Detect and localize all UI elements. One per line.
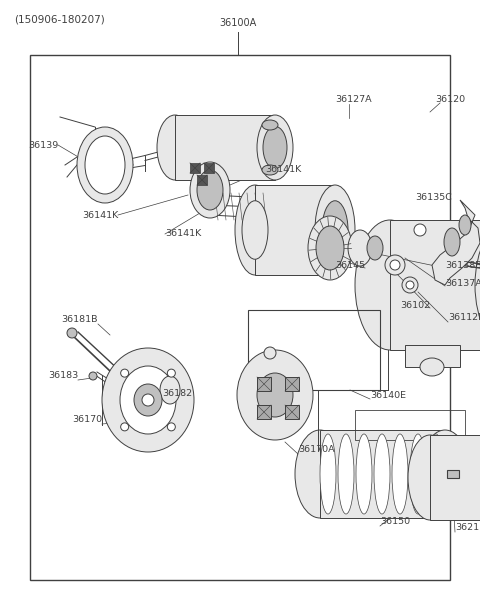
Bar [285, 377, 299, 391]
Bar [257, 405, 271, 419]
Text: 36181B: 36181B [61, 315, 98, 325]
Bar [175, 115, 275, 180]
Circle shape [406, 281, 414, 289]
Text: 36182: 36182 [162, 389, 192, 399]
Ellipse shape [315, 185, 355, 275]
Text: 36211: 36211 [455, 524, 480, 532]
Text: 36127A: 36127A [335, 95, 372, 105]
Ellipse shape [242, 201, 268, 259]
Text: 36135C: 36135C [415, 193, 452, 203]
Ellipse shape [410, 434, 426, 514]
Ellipse shape [459, 215, 471, 235]
Ellipse shape [316, 226, 344, 270]
Ellipse shape [262, 165, 278, 175]
Circle shape [402, 277, 418, 293]
Ellipse shape [320, 434, 336, 514]
Bar [390, 220, 480, 350]
Ellipse shape [475, 220, 480, 350]
Circle shape [120, 369, 129, 377]
Circle shape [264, 347, 276, 359]
Ellipse shape [367, 236, 383, 260]
Ellipse shape [392, 434, 408, 514]
Circle shape [168, 423, 175, 431]
Ellipse shape [420, 430, 470, 518]
Bar [197, 175, 207, 185]
Bar [405, 345, 460, 367]
Bar [355, 410, 465, 440]
Ellipse shape [85, 136, 125, 194]
Ellipse shape [295, 430, 345, 518]
Text: 36170: 36170 [72, 416, 102, 424]
Circle shape [385, 255, 405, 275]
Text: 36100A: 36100A [219, 18, 257, 28]
Text: 36120: 36120 [435, 95, 465, 105]
Ellipse shape [444, 228, 460, 256]
Text: 36138B: 36138B [445, 261, 480, 270]
Bar [204, 163, 214, 173]
Text: 36102: 36102 [400, 301, 430, 309]
Circle shape [168, 369, 175, 377]
Bar [430, 435, 480, 520]
Polygon shape [432, 200, 480, 285]
Ellipse shape [257, 373, 293, 417]
Bar [190, 163, 200, 173]
Ellipse shape [355, 220, 425, 350]
Ellipse shape [374, 434, 390, 514]
Ellipse shape [257, 115, 293, 180]
Ellipse shape [190, 162, 230, 218]
Ellipse shape [356, 434, 372, 514]
Ellipse shape [160, 376, 180, 404]
Bar [257, 377, 271, 391]
Text: 36170A: 36170A [298, 445, 335, 455]
Text: 36140E: 36140E [370, 391, 406, 400]
Circle shape [67, 328, 77, 338]
Text: 36141K: 36141K [82, 211, 118, 219]
Circle shape [89, 372, 97, 380]
Ellipse shape [308, 216, 352, 280]
Text: 36137A: 36137A [445, 278, 480, 288]
Bar [248, 310, 380, 390]
Ellipse shape [134, 384, 162, 416]
Ellipse shape [322, 201, 348, 259]
Text: 36141K: 36141K [265, 166, 301, 174]
Text: (150906-180207): (150906-180207) [14, 14, 105, 24]
Text: 36141K: 36141K [165, 230, 201, 238]
Ellipse shape [338, 434, 354, 514]
Text: 36150: 36150 [380, 517, 410, 527]
Ellipse shape [235, 185, 275, 275]
Text: 36139: 36139 [28, 140, 58, 150]
Text: 36145: 36145 [335, 261, 365, 270]
Ellipse shape [120, 366, 176, 434]
Bar [30, 55, 450, 580]
Text: 36183: 36183 [48, 371, 78, 381]
Circle shape [414, 224, 426, 236]
Bar [447, 470, 459, 478]
Circle shape [390, 260, 400, 270]
Ellipse shape [420, 358, 444, 376]
Ellipse shape [102, 348, 194, 452]
Ellipse shape [263, 126, 287, 169]
Ellipse shape [348, 230, 372, 266]
Ellipse shape [262, 120, 278, 130]
Ellipse shape [408, 435, 452, 520]
Circle shape [142, 394, 154, 406]
Circle shape [120, 423, 129, 431]
Ellipse shape [428, 434, 444, 514]
Text: 36112H: 36112H [448, 314, 480, 323]
Ellipse shape [237, 350, 313, 440]
Bar [285, 405, 299, 419]
Ellipse shape [197, 170, 223, 210]
Ellipse shape [77, 127, 133, 203]
Bar [320, 430, 445, 518]
Bar [255, 185, 335, 275]
Ellipse shape [157, 115, 193, 180]
